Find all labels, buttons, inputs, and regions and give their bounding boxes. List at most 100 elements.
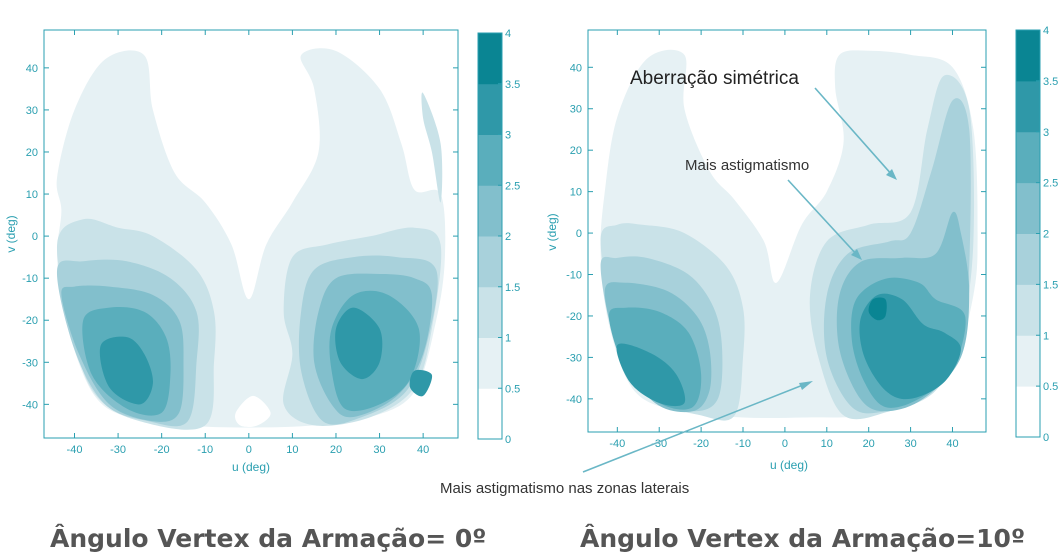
annotation-more-astig: Mais astigmatismo	[685, 157, 809, 174]
x-tick-label: 30	[904, 438, 916, 450]
x-tick-label: -10	[197, 444, 213, 456]
x-ticks-right: -40 -30 -20 -10 0 10 20 30 40	[609, 30, 959, 450]
y-tick-label: -10	[22, 273, 38, 285]
colorbar-segment	[1016, 80, 1040, 133]
annotation-arrows	[582, 87, 897, 473]
caption-right: Ângulo Vertex da Armação=10º	[580, 524, 1025, 553]
y-tick-label: 0	[576, 228, 582, 240]
x-axis-label-right: u (deg)	[770, 458, 808, 472]
arrow-lateral-head	[799, 381, 813, 390]
y-tick-label: 20	[26, 147, 38, 159]
x-axis-label-left: u (deg)	[232, 460, 270, 474]
y-ticks-right: 40 30 20 10 0 -10 -20 -30 -40	[566, 62, 986, 406]
x-tick-label: -20	[154, 444, 170, 456]
colorbar-segment	[478, 83, 502, 135]
contour-region-4	[421, 92, 443, 203]
arrow-symmetric-head	[886, 169, 897, 180]
colorbar-segment	[478, 185, 502, 237]
colorbar-tick-label: 0	[505, 434, 511, 446]
heatmap-regions-left	[56, 48, 446, 430]
arrow-more-astig-head	[851, 249, 862, 260]
colorbar-tick-label: 4	[505, 28, 511, 40]
chart-right: -40 -30 -20 -10 0 10 20 30 40 403020100-10-20-30…	[545, 25, 1058, 472]
colorbar-segment	[478, 236, 502, 288]
x-tick-label: 30	[373, 444, 385, 456]
annotation-symmetric: Aberração simétrica	[630, 68, 799, 89]
contour-region-10	[859, 293, 961, 400]
colorbar-segment	[1016, 284, 1040, 336]
colorbar-segment	[1016, 233, 1040, 285]
colorbar-tick-label: 0	[1043, 432, 1049, 444]
y-tick-label: -20	[566, 311, 582, 323]
heatmap-regions-right	[600, 49, 978, 421]
colorbar-segment	[1016, 335, 1040, 387]
x-tick-label: -10	[735, 438, 751, 450]
x-tick-label: 40	[417, 444, 429, 456]
y-tick-label: 20	[570, 145, 582, 157]
x-tick-label: -30	[110, 444, 126, 456]
arrow-symmetric	[814, 87, 894, 177]
colorbar-segment	[478, 337, 502, 389]
y-tick-label: 30	[26, 105, 38, 117]
colorbar-tick-label: 4	[1043, 25, 1049, 37]
x-ticks-left: -40 -30 -20 -10 0 10 20 30 40	[67, 30, 429, 456]
colorbar-tick-label: 1	[1043, 330, 1049, 342]
contour-region-11	[868, 297, 887, 321]
colorbar-segment	[478, 286, 502, 338]
chart-left: -40 -30 -20 -10 0 10 20 30 40 40 30 20 10 0 -10 -20 -30…	[4, 28, 520, 474]
colorbar-left: 4 3.5 3 2.5 2 1.5 1 0.5 0	[477, 28, 520, 446]
x-tick-label: 20	[330, 444, 342, 456]
y-tick-label: -40	[566, 394, 582, 406]
y-tick-label: 40	[570, 62, 582, 74]
caption-left: Ângulo Vertex da Armação= 0º	[50, 524, 486, 553]
x-tick-label: 0	[246, 444, 252, 456]
arrow-lateral	[582, 382, 809, 473]
y-axis-label-left: v (deg)	[4, 215, 18, 252]
y-axis-label-right: v (deg)	[545, 213, 559, 250]
annotation-lateral: Mais astigmatismo nas zonas laterais	[440, 480, 689, 497]
colorbar-segment	[478, 134, 502, 186]
x-tick-label: -40	[67, 444, 83, 456]
colorbar-tick-label: 2	[1043, 229, 1049, 241]
colorbar-right: 4 3.5 3 2.5 2 1.5 1 0.5 0	[1015, 25, 1058, 444]
colorbar-segment	[1016, 30, 1040, 82]
x-tick-label: 0	[782, 438, 788, 450]
x-tick-label: 20	[863, 438, 875, 450]
y-tick-label: -20	[22, 315, 38, 327]
colorbar-tick-label: 2	[505, 231, 511, 243]
x-tick-label: -20	[693, 438, 709, 450]
x-tick-label: 10	[286, 444, 298, 456]
colorbar-tick-label: 3	[505, 130, 511, 142]
y-tick-label: 10	[570, 187, 582, 199]
x-tick-label: 10	[821, 438, 833, 450]
colorbar-tick-label: 1	[505, 333, 511, 345]
colorbar-segment	[478, 388, 502, 440]
y-ticks-left: 40 30 20 10 0 -10 -20 -30 -40	[22, 63, 458, 411]
x-tick-label: 40	[946, 438, 958, 450]
y-tick-label: 10	[26, 189, 38, 201]
contour-region-11	[99, 336, 153, 405]
colorbar-tick-label: 3	[1043, 127, 1049, 139]
colorbar-tick-label: 0.5	[505, 383, 520, 395]
y-tick-label: 30	[570, 104, 582, 116]
y-tick-label: -10	[566, 270, 582, 282]
y-tick-label: -30	[566, 352, 582, 364]
contour-region-1	[234, 395, 271, 427]
contour-region-13	[409, 369, 433, 397]
y-tick-label: 40	[26, 63, 38, 75]
colorbar-tick-label: 3.5	[505, 79, 520, 91]
contour-region-9	[616, 343, 686, 407]
colorbar-segment	[478, 33, 502, 85]
colorbar-tick-label: 0.5	[1043, 381, 1058, 393]
contour-region-12	[335, 307, 383, 380]
colorbar-segment	[1016, 131, 1040, 184]
colorbar-tick-label: 1.5	[505, 282, 520, 294]
colorbar-segment	[1016, 386, 1040, 438]
colorbar-segment	[1016, 182, 1040, 234]
colorbar-tick-label: 1.5	[1043, 279, 1058, 291]
x-tick-label: -40	[609, 438, 625, 450]
arrow-more-astig	[787, 179, 859, 257]
y-tick-label: -30	[22, 357, 38, 369]
colorbar-tick-label: 3.5	[1043, 76, 1058, 88]
